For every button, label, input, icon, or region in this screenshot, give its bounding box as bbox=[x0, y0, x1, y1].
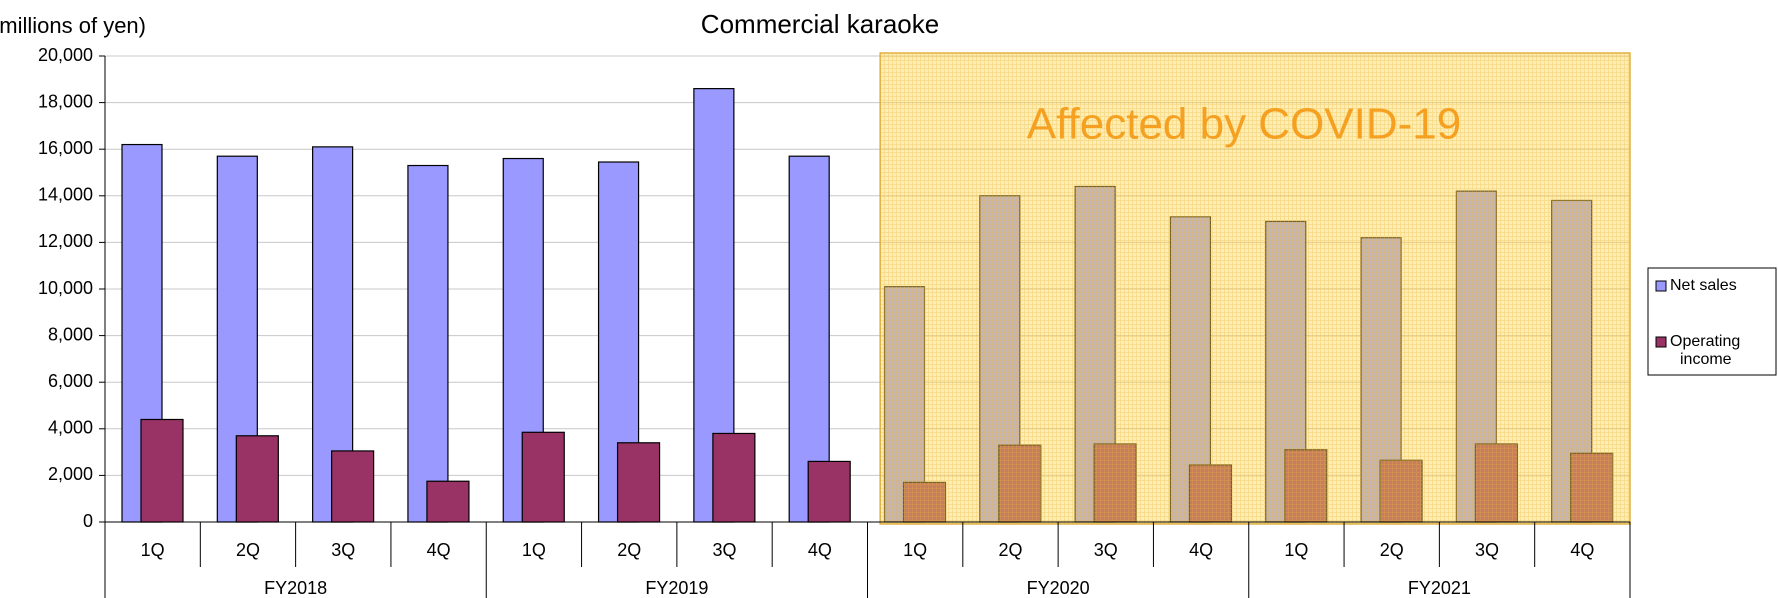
bar bbox=[235, 435, 279, 523]
x-tick-label: 1Q bbox=[1284, 540, 1308, 560]
legend-swatch bbox=[1655, 336, 1667, 348]
bar bbox=[616, 442, 661, 523]
annotation: Affected by COVID-19 bbox=[1027, 100, 1462, 149]
legend-swatch bbox=[1655, 280, 1667, 292]
x-tick-label: 2Q bbox=[617, 540, 641, 560]
y-tick-label: 8,000 bbox=[48, 324, 93, 344]
chart-title: Commercial karaoke bbox=[701, 9, 939, 39]
highlight-region bbox=[879, 52, 1631, 525]
x-tick-label: 2Q bbox=[1380, 540, 1404, 560]
y-tick-label: 10,000 bbox=[38, 278, 93, 298]
x-tick-label: 2Q bbox=[998, 540, 1022, 560]
x-tick-label: 4Q bbox=[1189, 540, 1213, 560]
x-tick-label: 3Q bbox=[713, 540, 737, 560]
x-tick-label: 3Q bbox=[1475, 540, 1499, 560]
bar bbox=[407, 164, 449, 523]
y-tick-label: 16,000 bbox=[38, 138, 93, 158]
legend-label: Net sales bbox=[1670, 277, 1737, 294]
y-axis-label: (millions of yen) bbox=[0, 13, 146, 38]
bar bbox=[426, 480, 470, 523]
x-tick-label: 3Q bbox=[1094, 540, 1118, 560]
y-tick-label: 6,000 bbox=[48, 371, 93, 391]
x-tick-label: 4Q bbox=[1570, 540, 1594, 560]
x-tick-label: 1Q bbox=[903, 540, 927, 560]
y-tick-label: 14,000 bbox=[38, 185, 93, 205]
x-tick-label: 4Q bbox=[427, 540, 451, 560]
x-tick-label: 1Q bbox=[522, 540, 546, 560]
y-tick-label: 0 bbox=[83, 511, 93, 531]
y-tick-label: 20,000 bbox=[38, 45, 93, 65]
y-tick-label: 18,000 bbox=[38, 91, 93, 111]
bar bbox=[807, 460, 851, 523]
group-label: FY2019 bbox=[645, 578, 708, 598]
x-tick-label: 2Q bbox=[236, 540, 260, 560]
y-tick-label: 12,000 bbox=[38, 231, 93, 251]
x-tick-label: 3Q bbox=[331, 540, 355, 560]
y-tick-label: 2,000 bbox=[48, 464, 93, 484]
bar bbox=[712, 432, 756, 523]
legend-label: Operating income bbox=[1670, 333, 1740, 368]
y-tick-label: 4,000 bbox=[48, 418, 93, 438]
x-tick-label: 1Q bbox=[141, 540, 165, 560]
bar bbox=[521, 431, 565, 523]
group-label: FY2021 bbox=[1408, 578, 1471, 598]
x-tick-label: 4Q bbox=[808, 540, 832, 560]
bar bbox=[140, 418, 184, 523]
bar bbox=[331, 450, 375, 523]
legend-box bbox=[1647, 267, 1777, 376]
group-label: FY2020 bbox=[1027, 578, 1090, 598]
group-label: FY2018 bbox=[264, 578, 327, 598]
